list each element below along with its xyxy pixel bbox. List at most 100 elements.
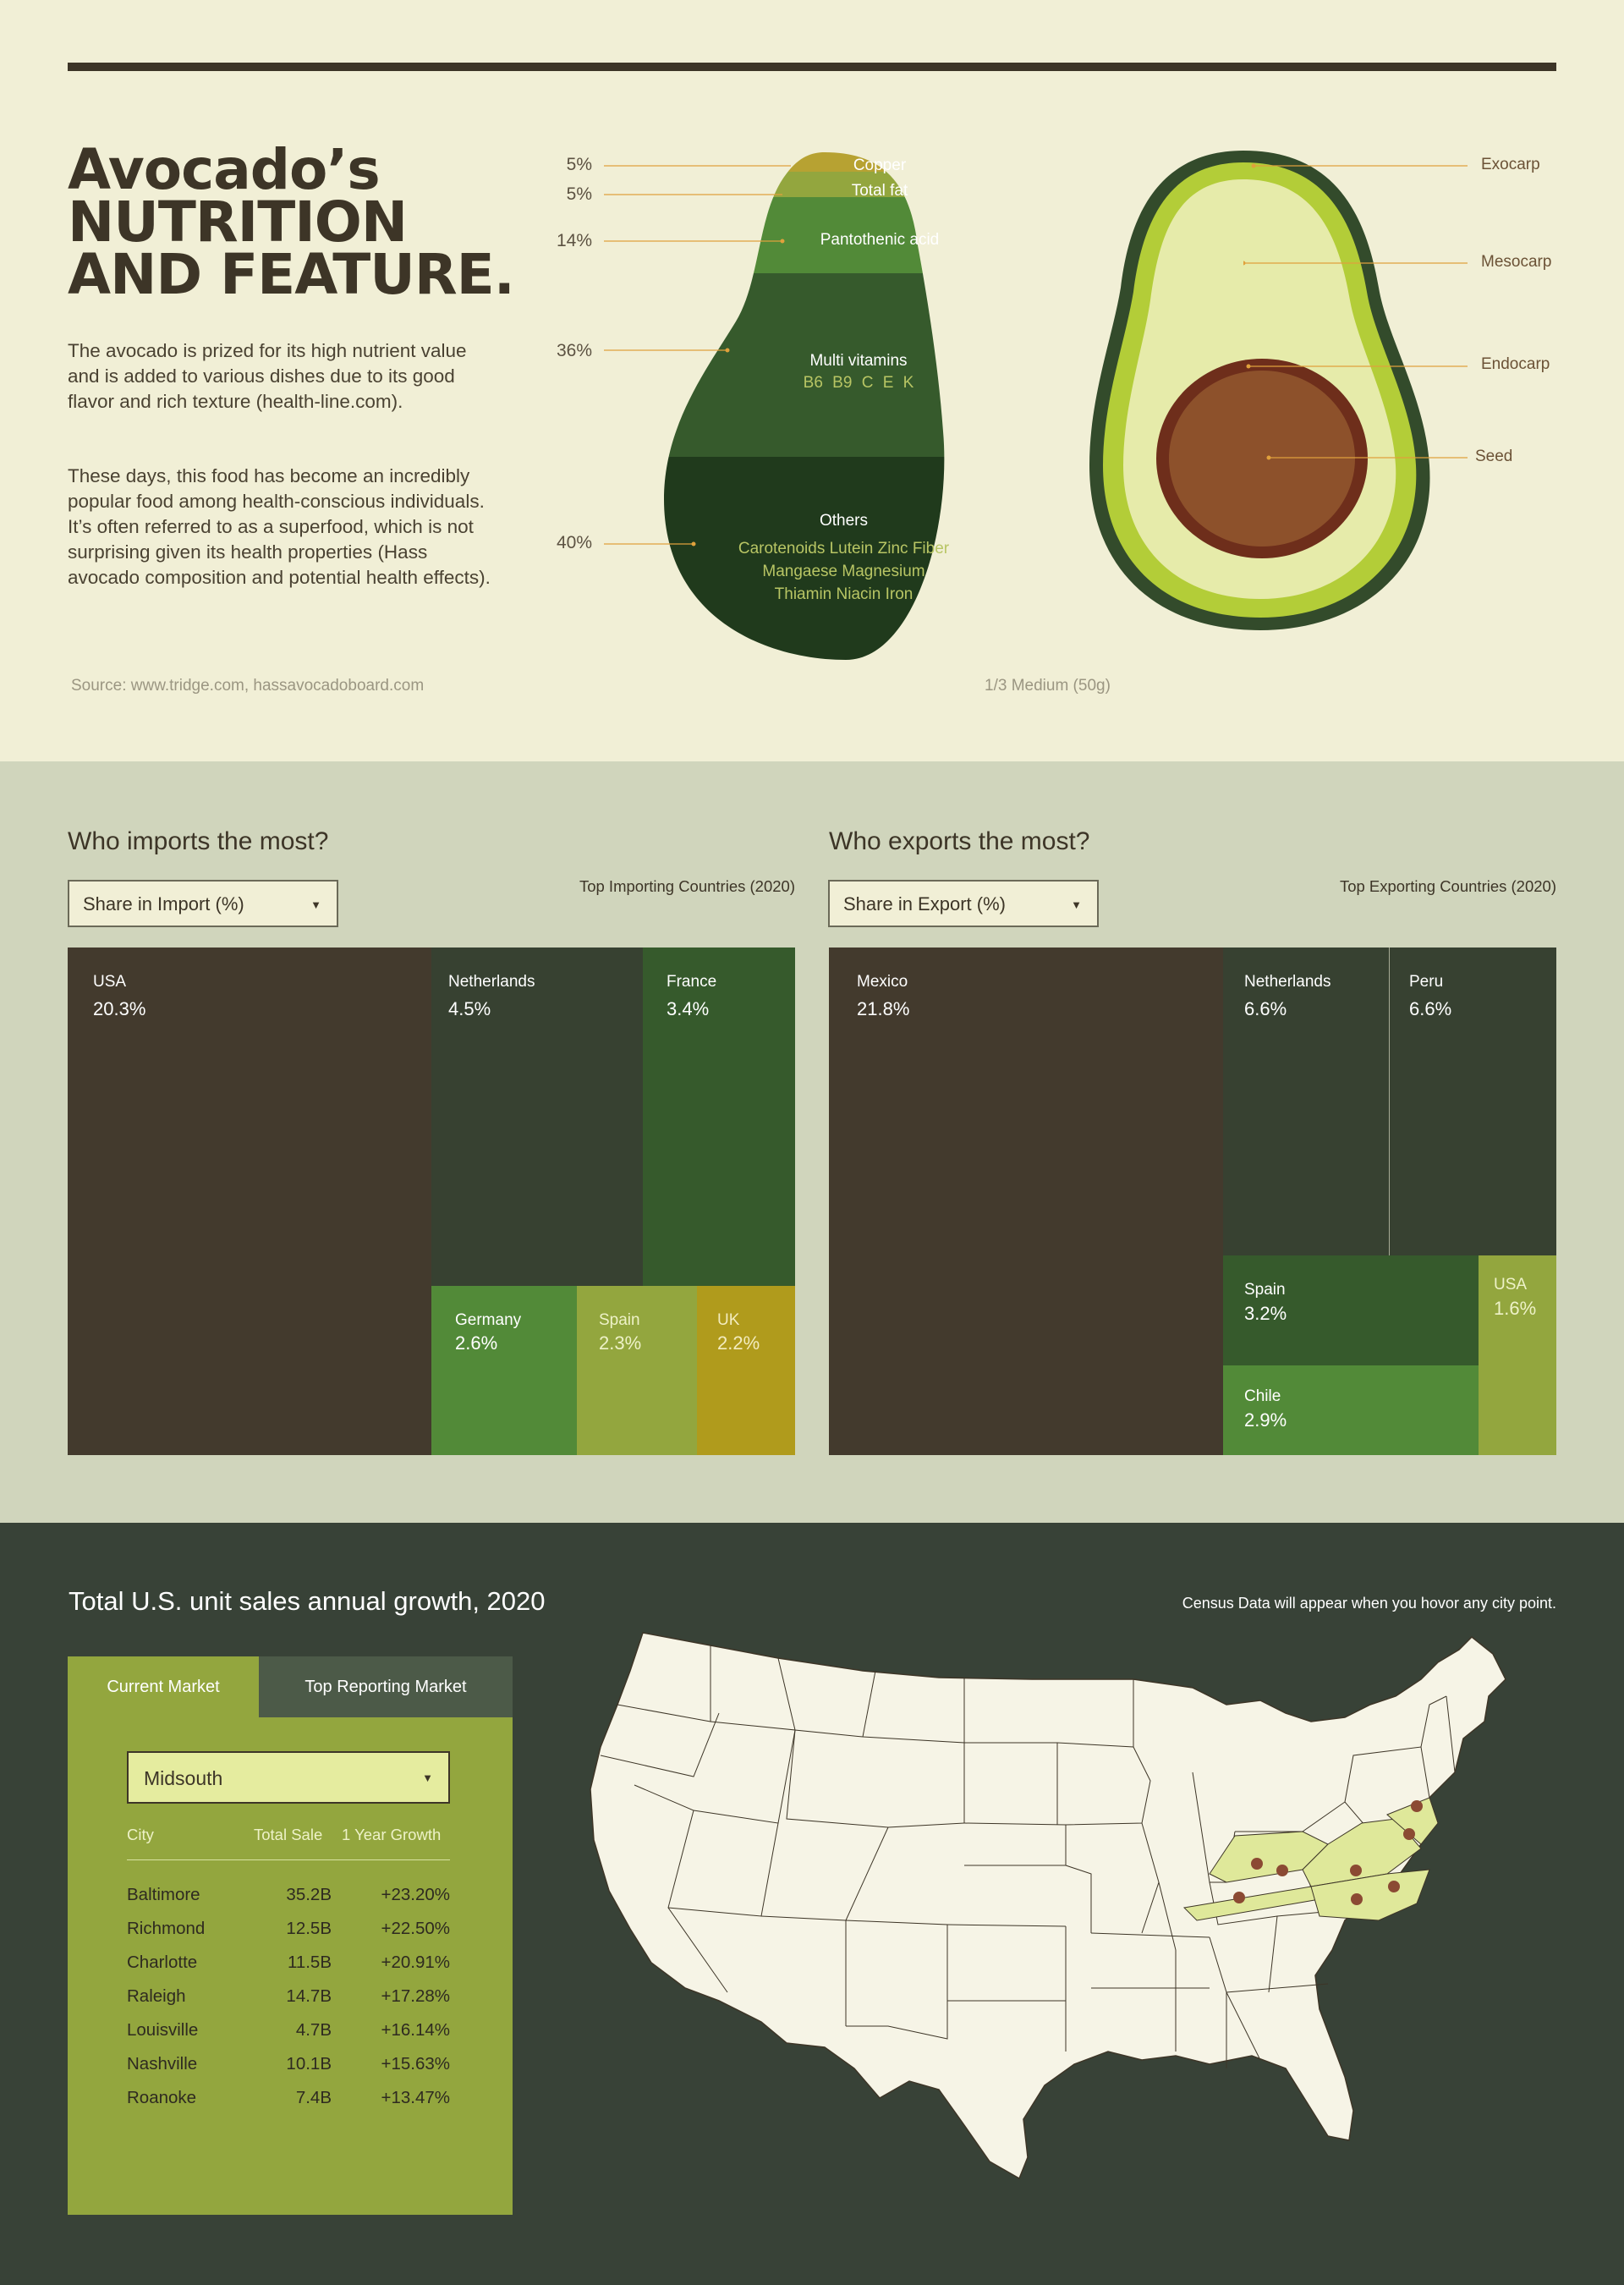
seed-shape[interactable] — [1169, 371, 1355, 547]
imports-caption: Top Importing Countries (2020) — [579, 877, 795, 895]
layer-label-total-fat: Total fat — [851, 182, 908, 200]
layer-detail-others-1: Carotenoids Lutein Zinc Fiber — [738, 540, 950, 558]
treemap-label: Netherlands — [1244, 973, 1331, 991]
treemap-value: 2.6% — [455, 1332, 498, 1354]
cell-total-sale: 12.5B — [286, 1919, 332, 1938]
cell-growth: +17.28% — [381, 1986, 451, 2006]
pct-vitamins: 36% — [556, 341, 592, 360]
chevron-down-icon: ▼ — [1071, 898, 1082, 911]
cell-city: Nashville — [127, 2054, 198, 2074]
serving-size: 1/3 Medium (50g) — [985, 677, 1111, 695]
layer-label-others: Others — [819, 512, 869, 530]
table-row[interactable]: Charlotte 11.5B +20.91% — [127, 1953, 450, 1986]
layer-label-pantothenic: Pantothenic acid — [820, 231, 940, 249]
treemap-label: Germany — [455, 1311, 522, 1329]
treemap-label: Mexico — [857, 973, 908, 991]
treemap-export-mexico[interactable]: Mexico 21.8% — [829, 948, 1223, 1455]
cell-total-sale: 14.7B — [286, 1986, 332, 2006]
cell-growth: +13.47% — [381, 2088, 451, 2107]
imports-heading: Who imports the most? — [68, 827, 329, 855]
midsouth-states[interactable] — [1182, 1797, 1439, 1921]
us-outline — [590, 1632, 1506, 2180]
city-point-richmond[interactable] — [1403, 1828, 1415, 1840]
nutrition-avocado-chart — [664, 152, 945, 660]
city-points[interactable] — [1233, 1800, 1423, 1905]
state-north-carolina[interactable] — [1310, 1869, 1430, 1921]
cell-total-sale: 7.4B — [295, 2088, 332, 2107]
export-select-value: Share in Export (%) — [843, 893, 1006, 915]
title-line-3: and Feature. — [68, 242, 515, 307]
treemap-export-usa[interactable]: USA 1.6% — [1479, 1255, 1556, 1455]
treemap-label: Spain — [1244, 1281, 1286, 1299]
treemap-import-germany[interactable]: Germany 2.6% — [431, 1286, 577, 1455]
treemap-value: 21.8% — [857, 998, 910, 1019]
trade-section: Who imports the most? Share in Import (%… — [0, 761, 1624, 1523]
treemap-import-netherlands[interactable]: Netherlands 4.5% — [431, 948, 643, 1286]
cell-city: Baltimore — [127, 1885, 200, 1904]
city-point-charlotte[interactable] — [1351, 1893, 1363, 1905]
layer-label-copper: Copper — [853, 157, 907, 174]
page-title: Avocado’s Nutrition and Feature. — [68, 142, 515, 307]
col-header-growth[interactable]: 1 Year Growth — [342, 1826, 442, 1843]
table-row[interactable]: Raleigh 14.7B +17.28% — [127, 1986, 450, 2020]
top-divider — [68, 63, 1556, 71]
city-point-baltimore[interactable] — [1411, 1800, 1423, 1812]
table-row[interactable]: Richmond 12.5B +22.50% — [127, 1919, 450, 1953]
treemap-export-netherlands[interactable]: Netherlands 6.6% — [1223, 948, 1390, 1255]
treemap-import-uk[interactable]: UK 2.2% — [697, 1286, 795, 1455]
pct-copper: 5% — [566, 155, 592, 174]
city-point-raleigh[interactable] — [1388, 1881, 1400, 1892]
import-select-value: Share in Import (%) — [83, 893, 244, 915]
table-divider — [127, 1859, 450, 1860]
treemap-export-peru[interactable]: Peru 6.6% — [1390, 948, 1556, 1255]
us-map[interactable] — [584, 1629, 1565, 2229]
table-row[interactable]: Roanoke 7.4B +13.47% — [127, 2088, 450, 2122]
cell-total-sale: 4.7B — [295, 2020, 332, 2040]
intro-paragraph-2: These days, this food has become an incr… — [68, 465, 491, 588]
treemap-export-chile[interactable]: Chile 2.9% — [1223, 1365, 1479, 1455]
import-metric-select[interactable]: Share in Import (%) ▼ — [68, 880, 338, 927]
nutrition-section: Avocado’s Nutrition and Feature. The avo… — [0, 0, 1624, 761]
table-row[interactable]: Baltimore 35.2B +23.20% — [127, 1885, 450, 1919]
cell-city: Raleigh — [127, 1986, 186, 2006]
chevron-down-icon: ▼ — [310, 898, 321, 911]
region-select-value: Midsouth — [144, 1767, 223, 1789]
cell-city: Charlotte — [127, 1953, 198, 1972]
cell-growth: +22.50% — [381, 1919, 451, 1938]
label-seed: Seed — [1475, 448, 1513, 465]
treemap-label: USA — [1494, 1276, 1528, 1294]
treemap-export-spain[interactable]: Spain 3.2% — [1223, 1255, 1479, 1365]
market-panel: Current Market Top Reporting Market Mids… — [68, 1656, 513, 2215]
city-point-roanoke[interactable] — [1350, 1865, 1362, 1876]
export-metric-select[interactable]: Share in Export (%) ▼ — [828, 880, 1099, 927]
treemap-label: Spain — [599, 1311, 640, 1329]
treemap-value: 6.6% — [1244, 998, 1287, 1019]
cell-growth: +20.91% — [381, 1953, 451, 1972]
tab-current-market[interactable]: Current Market — [68, 1656, 259, 1717]
cell-total-sale: 10.1B — [286, 2054, 332, 2074]
cell-growth: +23.20% — [381, 1885, 451, 1904]
city-point-lexington[interactable] — [1276, 1865, 1288, 1876]
pct-leader-lines — [604, 165, 791, 547]
treemap-value: 6.6% — [1409, 998, 1452, 1019]
tab-top-reporting-market[interactable]: Top Reporting Market — [259, 1656, 513, 1717]
treemap-import-usa[interactable]: USA 20.3% — [68, 948, 431, 1455]
treemap-value: 2.2% — [717, 1332, 760, 1354]
region-select[interactable]: Midsouth ▼ — [127, 1751, 450, 1804]
col-header-total-sale[interactable]: Total Sale — [254, 1826, 323, 1843]
layer-detail-others-3: Thiamin Niacin Iron — [774, 585, 914, 603]
cell-city: Louisville — [127, 2020, 199, 2040]
treemap-import-spain[interactable]: Spain 2.3% — [577, 1286, 697, 1455]
treemap-label: UK — [717, 1311, 740, 1329]
treemap-value: 2.3% — [599, 1332, 642, 1354]
treemap-value: 3.2% — [1244, 1303, 1287, 1324]
title-line-2: Nutrition — [68, 190, 408, 255]
table-row[interactable]: Louisville 4.7B +16.14% — [127, 2020, 450, 2054]
treemap-import-france[interactable]: France 3.4% — [643, 948, 795, 1286]
exports-heading: Who exports the most? — [829, 827, 1090, 855]
city-point-nashville[interactable] — [1233, 1892, 1245, 1903]
treemap-value: 4.5% — [448, 998, 491, 1019]
city-point-louisville[interactable] — [1251, 1858, 1263, 1870]
col-header-city[interactable]: City — [127, 1826, 154, 1843]
table-row[interactable]: Nashville 10.1B +15.63% — [127, 2054, 450, 2088]
